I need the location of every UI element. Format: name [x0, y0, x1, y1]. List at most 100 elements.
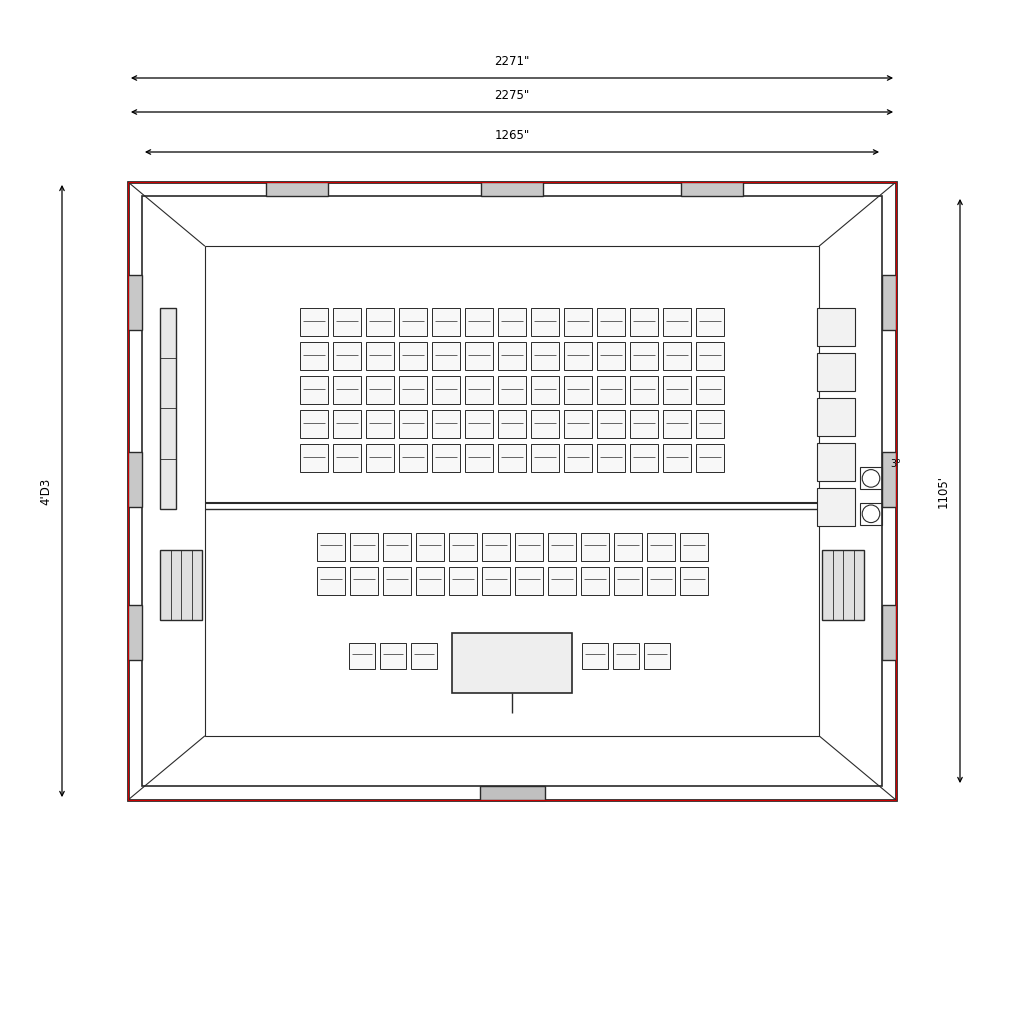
Bar — [531, 308, 559, 336]
Bar — [680, 567, 708, 595]
Text: 4'D3: 4'D3 — [39, 477, 52, 505]
Bar — [300, 444, 328, 472]
Bar — [142, 196, 882, 786]
Bar — [817, 398, 855, 436]
Bar — [564, 308, 592, 336]
Bar — [514, 532, 543, 561]
Bar — [333, 342, 361, 370]
Bar — [663, 444, 691, 472]
Bar — [432, 444, 460, 472]
Bar — [128, 182, 896, 800]
Bar — [882, 274, 896, 330]
Bar — [300, 308, 328, 336]
Bar — [479, 786, 545, 800]
Bar — [383, 532, 411, 561]
Bar — [613, 532, 641, 561]
Bar — [366, 376, 394, 404]
Bar — [349, 643, 375, 669]
Bar — [581, 567, 608, 595]
Bar — [817, 443, 855, 481]
Bar — [465, 444, 493, 472]
Bar — [266, 182, 329, 196]
Bar — [582, 643, 608, 669]
Bar — [498, 342, 526, 370]
Bar — [399, 410, 427, 438]
Bar — [630, 342, 658, 370]
Text: 2271": 2271" — [495, 55, 529, 68]
Bar — [452, 633, 572, 692]
Bar — [366, 444, 394, 472]
Bar — [681, 182, 743, 196]
Bar — [581, 532, 608, 561]
Bar — [465, 308, 493, 336]
Bar — [399, 444, 427, 472]
Bar — [333, 308, 361, 336]
Bar — [128, 452, 142, 507]
Bar — [383, 567, 411, 595]
Bar — [597, 342, 625, 370]
Bar — [630, 308, 658, 336]
Bar — [696, 410, 724, 438]
Bar — [663, 376, 691, 404]
Bar — [481, 532, 510, 561]
Bar — [860, 503, 882, 524]
Text: 2275": 2275" — [495, 89, 529, 102]
Bar — [432, 308, 460, 336]
Bar — [399, 308, 427, 336]
Bar — [564, 410, 592, 438]
Bar — [613, 643, 639, 669]
Bar — [416, 567, 443, 595]
Bar — [349, 567, 378, 595]
Bar — [822, 550, 864, 620]
Bar — [548, 567, 575, 595]
Bar — [416, 532, 443, 561]
Bar — [449, 567, 476, 595]
Bar — [882, 452, 896, 507]
Bar — [333, 444, 361, 472]
Bar — [597, 376, 625, 404]
Bar — [531, 342, 559, 370]
Bar — [411, 643, 437, 669]
Bar — [333, 376, 361, 404]
Bar — [696, 342, 724, 370]
Bar — [465, 376, 493, 404]
Bar — [128, 605, 142, 660]
Bar — [160, 308, 176, 509]
Bar — [128, 274, 142, 330]
Bar — [366, 308, 394, 336]
Bar — [597, 444, 625, 472]
Bar — [432, 376, 460, 404]
Bar — [399, 376, 427, 404]
Bar — [680, 532, 708, 561]
Text: 1105': 1105' — [937, 474, 950, 508]
Bar — [663, 308, 691, 336]
Bar — [399, 342, 427, 370]
Bar — [449, 532, 476, 561]
Bar — [481, 182, 543, 196]
Bar — [630, 444, 658, 472]
Bar — [630, 376, 658, 404]
Bar — [663, 410, 691, 438]
Bar — [300, 342, 328, 370]
Bar — [644, 643, 670, 669]
Bar — [316, 567, 344, 595]
Bar — [613, 567, 641, 595]
Bar — [696, 444, 724, 472]
Bar — [366, 410, 394, 438]
Bar — [696, 308, 724, 336]
Text: 1265": 1265" — [495, 129, 529, 142]
Bar — [432, 410, 460, 438]
Bar — [564, 376, 592, 404]
Bar — [465, 410, 493, 438]
Bar — [860, 467, 882, 489]
Bar — [564, 444, 592, 472]
Bar — [564, 342, 592, 370]
Bar — [817, 353, 855, 391]
Bar — [333, 410, 361, 438]
Bar — [597, 308, 625, 336]
Bar — [316, 532, 344, 561]
Bar — [597, 410, 625, 438]
Bar — [498, 376, 526, 404]
Bar — [498, 444, 526, 472]
Bar — [300, 376, 328, 404]
